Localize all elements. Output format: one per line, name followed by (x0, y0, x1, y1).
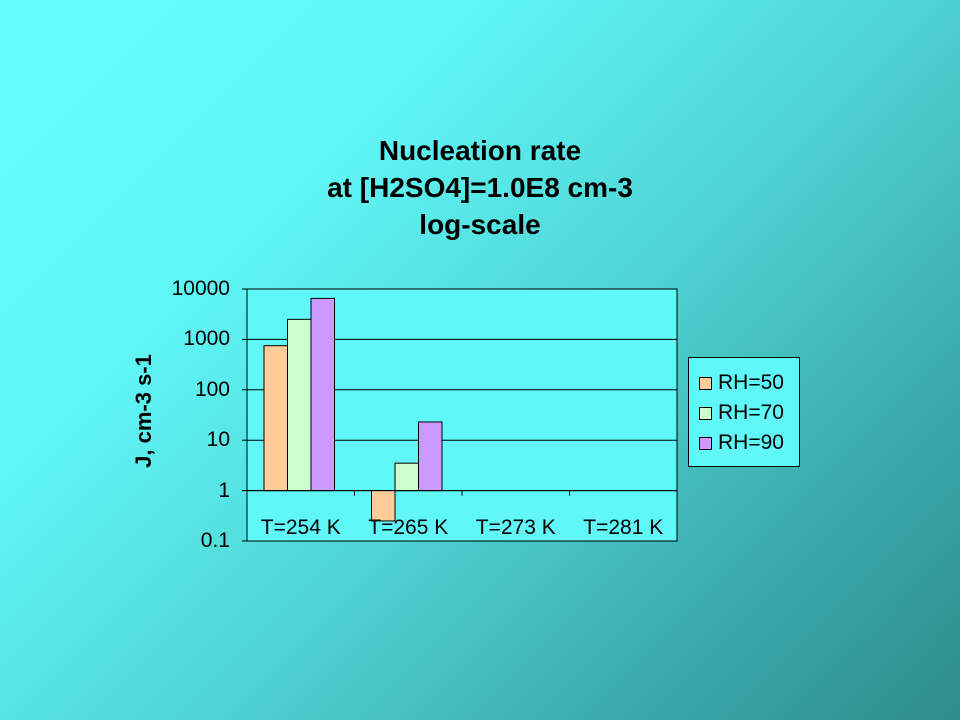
legend-label: RH=50 (718, 371, 784, 394)
y-tick-label: 10 (206, 428, 230, 452)
x-tick-label: T=265 K (368, 516, 448, 539)
legend-swatch (699, 376, 712, 390)
chart-title-line-1: Nucleation rate (378, 135, 582, 166)
plot-background (246, 288, 678, 542)
x-tick-label: T=273 K (476, 516, 556, 539)
legend-item: RH=70 (699, 398, 799, 428)
y-tick-label: 100 (194, 377, 230, 401)
bar-rh-70 (287, 318, 312, 492)
legend-label: RH=70 (718, 401, 784, 424)
bar-rh-90 (418, 421, 443, 492)
y-tick-label: 10000 (171, 277, 230, 300)
legend-swatch (699, 436, 712, 450)
y-tick-label: 1000 (183, 327, 230, 351)
y-axis-label: J, cm-3 s-1 (131, 354, 156, 468)
bar-rh-50 (371, 490, 396, 522)
x-tick-label: T=254 K (261, 516, 341, 539)
legend-item: RH=90 (699, 428, 799, 458)
chart-title-line-2: at [H2SO4]=1.0E8 cm-3 (327, 172, 633, 203)
y-tick-label: 0.1 (200, 529, 230, 552)
chart-legend: RH=50 RH=70 RH=90 (688, 357, 800, 467)
chart-title: Nucleation rate at [H2SO4]=1.0E8 cm-3 lo… (300, 132, 660, 243)
legend-item: RH=50 (699, 368, 799, 398)
bar-rh-90 (310, 297, 335, 492)
bar-rh-50 (263, 345, 288, 492)
x-tick-label: T=281 K (583, 516, 663, 539)
legend-label: RH=90 (718, 431, 784, 454)
bar-rh-70 (394, 462, 419, 492)
chart-title-line-3: log-scale (419, 209, 541, 240)
legend-swatch (699, 406, 712, 420)
y-tick-label: 1 (218, 478, 230, 502)
